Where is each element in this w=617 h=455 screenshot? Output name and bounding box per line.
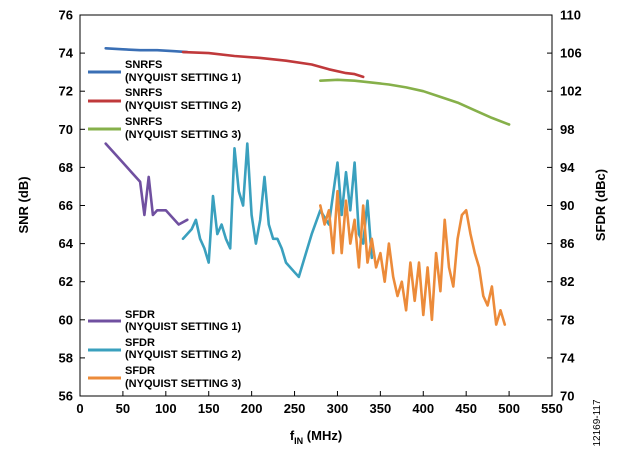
legend-label-sfdr1-line2: (NYQUIST SETTING 1) xyxy=(125,321,241,333)
x-tick-label: 400 xyxy=(412,401,434,416)
x-axis-ticks: 0 50 100 150 200 250 300 350 400 450 500 550 xyxy=(76,391,563,416)
series-lines xyxy=(104,46,511,326)
series-line-snr3 xyxy=(318,78,511,126)
y-left-tick-label: 58 xyxy=(59,350,73,365)
y-left-tick-label: 70 xyxy=(59,122,73,137)
y-right-tick-label: 74 xyxy=(560,350,575,365)
y-right-tick-label: 86 xyxy=(560,236,574,251)
legend-label-sfdr2-line2: (NYQUIST SETTING 2) xyxy=(125,349,241,361)
y-right-tick-label: 102 xyxy=(560,84,582,99)
legend-label-snr3-line1: SNRFS xyxy=(125,116,162,128)
legend-label-snr2-line2: (NYQUIST SETTING 2) xyxy=(125,100,241,112)
x-tick-label: 300 xyxy=(327,401,349,416)
x-tick-label: 50 xyxy=(116,401,130,416)
y-right-axis-ticks: 70 74 78 82 86 90 94 98 102 106 110 xyxy=(547,8,582,404)
y-left-tick-label: 56 xyxy=(59,389,73,404)
y-left-tick-label: 62 xyxy=(59,274,73,289)
legend-snr: SNRFS (NYQUIST SETTING 1) SNRFS (NYQUIST… xyxy=(88,59,241,141)
y-right-tick-label: 90 xyxy=(560,198,574,213)
legend-sfdr: SFDR (NYQUIST SETTING 1) SFDR (NYQUIST S… xyxy=(88,309,241,390)
y-right-tick-label: 98 xyxy=(560,122,574,137)
y-left-tick-label: 68 xyxy=(59,160,73,175)
y-right-axis-title: SFDR (dBc) xyxy=(593,169,608,241)
series-line-snr1 xyxy=(104,46,189,54)
y-left-tick-label: 66 xyxy=(59,198,73,213)
legend-label-snr3-line2: (NYQUIST SETTING 3) xyxy=(125,129,241,141)
series-line-sfdr1 xyxy=(104,142,189,226)
legend-label-sfdr2-line1: SFDR xyxy=(125,337,155,349)
y-left-tick-label: 64 xyxy=(59,236,74,251)
x-tick-label: 350 xyxy=(370,401,392,416)
y-left-tick-label: 74 xyxy=(59,46,74,61)
figure-id: 12169-117 xyxy=(592,399,603,447)
legend-label-sfdr3-line1: SFDR xyxy=(125,365,155,377)
legend-label-snr1-line1: SNRFS xyxy=(125,59,162,71)
y-left-axis-title: SNR (dB) xyxy=(16,176,31,233)
series-line-sfdr3 xyxy=(318,189,507,326)
legend-label-sfdr3-line2: (NYQUIST SETTING 3) xyxy=(125,378,241,390)
series-line-snr2 xyxy=(181,50,365,79)
x-tick-label: 0 xyxy=(76,401,83,416)
y-right-tick-label: 106 xyxy=(560,46,582,61)
legend-label-sfdr1-line1: SFDR xyxy=(125,309,155,321)
series-line-sfdr2 xyxy=(181,142,374,279)
x-tick-label: 100 xyxy=(155,401,177,416)
y-left-tick-label: 76 xyxy=(59,8,73,23)
y-right-tick-label: 70 xyxy=(560,389,574,404)
x-tick-label: 200 xyxy=(241,401,263,416)
x-tick-label: 500 xyxy=(498,401,520,416)
y-right-tick-label: 110 xyxy=(560,8,581,23)
x-tick-label: 150 xyxy=(198,401,220,416)
y-left-tick-label: 60 xyxy=(59,312,73,327)
x-tick-label: 550 xyxy=(541,401,563,416)
y-right-tick-label: 78 xyxy=(560,312,574,327)
legend-label-snr2-line1: SNRFS xyxy=(125,87,162,99)
x-axis-title: fIN (MHz) xyxy=(290,428,342,446)
y-right-tick-label: 94 xyxy=(560,160,575,175)
legend-label-snr1-line2: (NYQUIST SETTING 1) xyxy=(125,72,241,84)
y-left-tick-label: 72 xyxy=(59,84,73,99)
y-left-axis-ticks: 56 58 60 62 64 66 68 70 72 74 76 xyxy=(59,8,85,404)
x-tick-label: 250 xyxy=(284,401,306,416)
y-right-tick-label: 82 xyxy=(560,274,574,289)
x-tick-label: 450 xyxy=(455,401,477,416)
